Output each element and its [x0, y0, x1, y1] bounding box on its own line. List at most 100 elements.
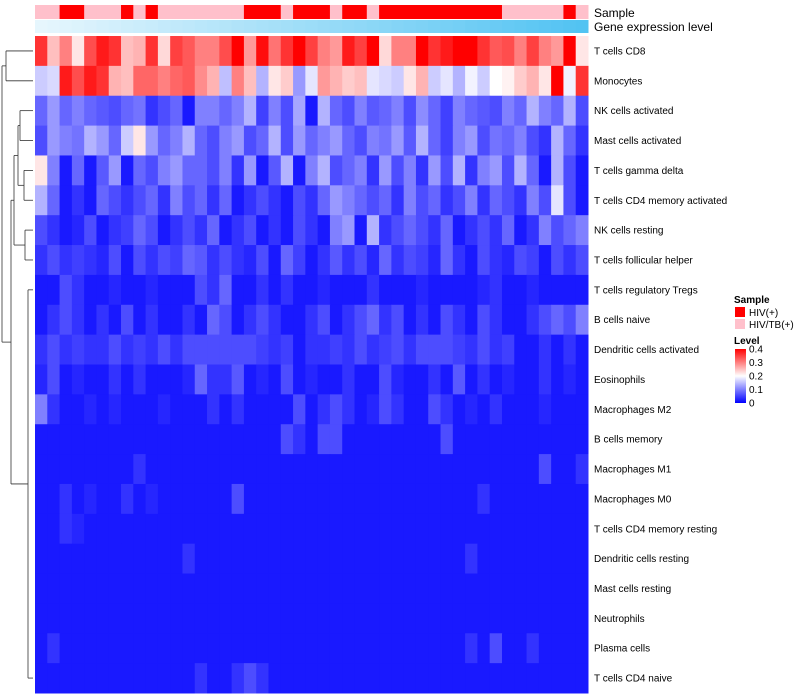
heatmap-cell: [71, 603, 85, 634]
heatmap-cell: [452, 543, 466, 575]
heatmap-cell: [415, 155, 429, 186]
heatmap-cell: [194, 394, 208, 425]
sample-annotation-cell: [403, 5, 417, 19]
heatmap-cell: [108, 185, 122, 216]
heatmap-cell: [415, 245, 429, 276]
heatmap-cell: [268, 543, 282, 575]
heatmap-cell: [59, 36, 73, 67]
heatmap-cell: [157, 65, 171, 97]
heatmap-cell: [465, 663, 478, 694]
heatmap-cell: [293, 454, 306, 485]
heatmap-cell: [403, 125, 417, 156]
heatmap-cell: [47, 483, 61, 515]
heatmap-cell: [440, 65, 454, 97]
heatmap-cell: [243, 125, 257, 156]
heatmap-cell: [47, 513, 61, 545]
heatmap-cell: [526, 364, 540, 395]
heatmap-cell: [207, 603, 220, 634]
heatmap-cell: [47, 543, 61, 575]
heatmap-cell: [108, 394, 122, 425]
heatmap-cell: [133, 125, 147, 156]
heatmap-cell: [563, 603, 577, 634]
heatmap-cell: [280, 274, 294, 306]
heatmap-cell: [403, 364, 417, 395]
heatmap-cell: [477, 454, 491, 485]
heatmap-cell: [194, 424, 208, 455]
heatmap-cell: [219, 543, 233, 575]
heatmap-cell: [219, 364, 233, 395]
heatmap-cell: [428, 304, 442, 336]
heatmap-cell: [59, 513, 73, 545]
heatmap-cell: [157, 543, 171, 575]
gene-expression-annotation-cell: [182, 20, 196, 33]
heatmap-cell: [35, 245, 48, 276]
heatmap-cell: [428, 663, 442, 694]
heatmap-cell: [145, 663, 159, 694]
heatmap-cell: [489, 155, 503, 186]
sample-annotation-cell: [108, 5, 122, 19]
heatmap-cell: [342, 36, 356, 67]
heatmap-cell: [47, 334, 61, 365]
heatmap-cell: [194, 215, 208, 246]
heatmap-cell: [280, 454, 294, 485]
heatmap-cell: [157, 95, 171, 127]
heatmap-cell: [526, 633, 540, 664]
heatmap-cell: [465, 215, 478, 246]
heatmap-cell: [170, 573, 183, 604]
heatmap-cell: [514, 304, 528, 336]
heatmap-cell: [133, 185, 147, 216]
sample-annotation-cell: [366, 5, 380, 19]
sample-annotation-label: Sample: [594, 6, 635, 20]
heatmap-cell: [354, 125, 368, 156]
heatmap-cell: [465, 454, 478, 485]
heatmap-cell: [96, 454, 110, 485]
heatmap-cell: [219, 513, 233, 545]
heatmap-cell: [317, 573, 331, 604]
row-label: T cells CD4 memory resting: [594, 524, 717, 535]
heatmap-cell: [428, 633, 442, 664]
row-label: T cells CD4 naive: [594, 674, 673, 685]
gene-expression-annotation-cell: [465, 20, 478, 33]
heatmap-cell: [428, 215, 442, 246]
heatmap-cell: [440, 663, 454, 694]
heatmap-cell: [182, 185, 196, 216]
heatmap-cell: [219, 245, 233, 276]
heatmap-cell: [317, 95, 331, 127]
heatmap-cell: [256, 65, 269, 97]
heatmap-cell: [563, 95, 577, 127]
heatmap-cell: [121, 245, 134, 276]
heatmap-cell: [243, 573, 257, 604]
heatmap-cell: [219, 274, 233, 306]
heatmap-cell: [35, 185, 48, 216]
heatmap-cell: [59, 125, 73, 156]
heatmap-cell: [575, 185, 589, 216]
heatmap-cell: [59, 424, 73, 455]
heatmap-cell: [182, 274, 196, 306]
heatmap-cell: [207, 245, 220, 276]
sample-annotation-cell: [84, 5, 97, 19]
heatmap-cell: [84, 155, 97, 186]
gene-expression-annotation-cell: [428, 20, 442, 33]
heatmap-cell: [96, 633, 110, 664]
heatmap-cell: [170, 215, 183, 246]
heatmap-cell: [59, 543, 73, 575]
heatmap-cell: [231, 155, 245, 186]
heatmap-cell: [71, 663, 85, 694]
heatmap-cell: [526, 454, 540, 485]
heatmap-cell: [403, 155, 417, 186]
heatmap-cell: [256, 95, 269, 127]
heatmap-cell: [170, 424, 183, 455]
sample-annotation-cell: [477, 5, 491, 19]
heatmap-cell: [243, 95, 257, 127]
heatmap-cell: [219, 603, 233, 634]
heatmap-cell: [145, 274, 159, 306]
heatmap-cell: [342, 603, 356, 634]
sample-annotation-cell: [47, 5, 61, 19]
heatmap-cell: [47, 215, 61, 246]
heatmap-cell: [342, 215, 356, 246]
heatmap-cell: [465, 36, 478, 67]
heatmap-cell: [575, 95, 589, 127]
heatmap-cell: [317, 125, 331, 156]
heatmap-cell: [551, 245, 564, 276]
sample-annotation-cell: [157, 5, 171, 19]
